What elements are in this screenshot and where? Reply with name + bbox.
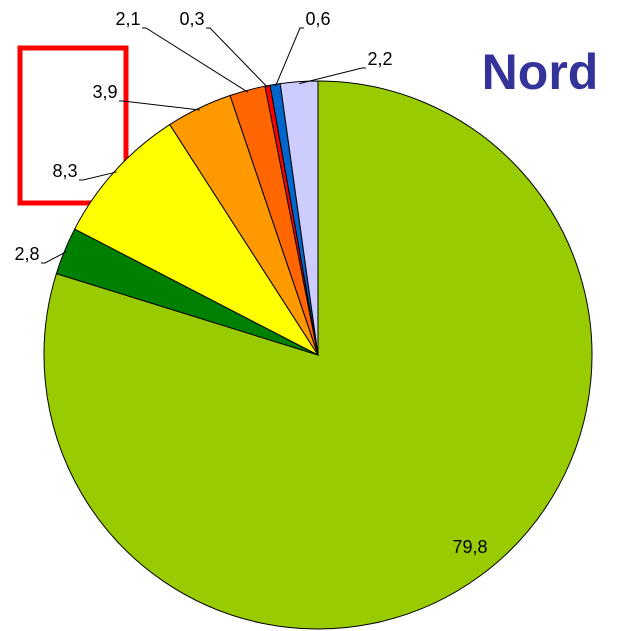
highlight-box (17, 45, 129, 206)
leader-line (299, 67, 366, 85)
data-label: 79,8 (452, 537, 487, 557)
data-label: 2,1 (115, 9, 140, 29)
pie-slice (279, 80, 319, 356)
pie-slice (73, 123, 320, 357)
chart-title: Nord (482, 44, 599, 100)
data-label: 2,8 (14, 244, 39, 264)
leader-line (119, 100, 200, 111)
data-label: 0,3 (179, 9, 204, 29)
leader-line (206, 27, 269, 89)
leader-line (79, 171, 117, 181)
data-label: 0,6 (305, 9, 330, 29)
data-label: 3,9 (92, 82, 117, 102)
data-label: 2,2 (367, 49, 392, 69)
leader-line (274, 27, 304, 87)
leader-line (142, 27, 249, 93)
pie-slice (43, 80, 593, 630)
data-label: 8,3 (52, 161, 77, 181)
leader-line (41, 251, 67, 264)
